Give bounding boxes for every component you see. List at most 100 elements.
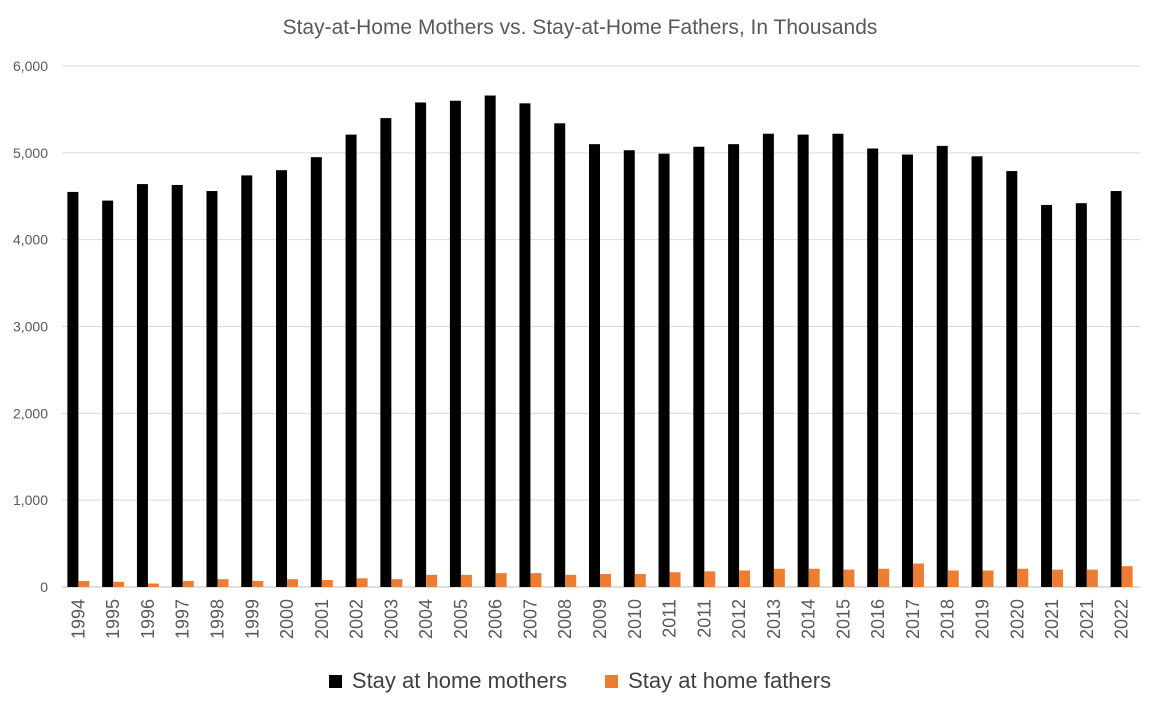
- bar-mothers: [658, 153, 670, 587]
- x-tick-label: 1999: [242, 599, 262, 639]
- bar-mothers: [415, 102, 427, 587]
- bar-mothers: [901, 154, 913, 587]
- bar-fathers: [252, 580, 264, 587]
- bar-fathers: [1121, 566, 1133, 587]
- bar-fathers: [460, 574, 472, 587]
- bar-mothers: [136, 184, 148, 588]
- bar-fathers: [704, 571, 716, 587]
- bar-fathers: [912, 563, 924, 587]
- bar-fathers: [182, 580, 194, 587]
- bar-fathers: [947, 570, 959, 587]
- bar-fathers: [321, 580, 333, 587]
- bar-fathers: [287, 579, 299, 587]
- bar-fathers: [808, 568, 820, 587]
- x-tick-label: 2002: [347, 599, 367, 639]
- bar-mothers: [67, 191, 79, 588]
- x-tick-label: 1996: [138, 599, 158, 639]
- bar-mothers: [380, 118, 392, 587]
- x-tick-label: 2021: [1077, 599, 1097, 639]
- x-tick-label: 2016: [868, 599, 888, 639]
- bar-fathers: [1052, 569, 1064, 587]
- legend-label: Stay at home mothers: [351, 668, 568, 693]
- x-tick-label: 1998: [207, 599, 227, 639]
- bar-mothers: [728, 144, 740, 587]
- bar-fathers: [1017, 568, 1029, 587]
- chart-title: Stay-at-Home Mothers vs. Stay-at-Home Fa…: [282, 16, 878, 39]
- legend-label: Stay at home fathers: [628, 668, 832, 693]
- bar-fathers: [78, 580, 90, 587]
- y-axis-tick-labels: 0 1,000 2,000 3,000 4,000 5,000 6,000: [13, 58, 48, 595]
- legend-swatch: [328, 674, 342, 688]
- bar-mothers: [241, 175, 253, 587]
- x-tick-label: 2020: [1007, 599, 1027, 639]
- bar-mothers: [762, 133, 774, 588]
- bar-fathers: [600, 573, 611, 587]
- bar-fathers: [495, 573, 507, 587]
- y-tick-label: 0: [40, 579, 48, 595]
- bar-mothers: [623, 150, 635, 587]
- x-tick-label: 2014: [799, 599, 819, 639]
- bar-fathers: [565, 574, 577, 587]
- bar-mothers: [554, 123, 566, 587]
- bar-fathers: [843, 569, 855, 587]
- x-tick-label: 1995: [103, 599, 123, 639]
- x-tick-label: 2011: [660, 599, 680, 638]
- bar-fathers: [739, 570, 751, 587]
- bar-fathers: [217, 579, 229, 587]
- y-tick-label: 1,000: [13, 492, 48, 508]
- bar-mothers: [1006, 171, 1018, 587]
- legend-item-mothers: Stay at home mothers: [328, 668, 568, 694]
- bar-mothers: [589, 144, 600, 587]
- y-tick-label: 4,000: [13, 232, 48, 248]
- x-tick-label: 2005: [451, 599, 471, 639]
- x-tick-label: 2001: [312, 599, 332, 639]
- bar-mothers: [936, 145, 948, 588]
- bars: [67, 95, 1133, 588]
- bar-fathers: [982, 570, 994, 587]
- x-tick-label: 2013: [764, 599, 784, 639]
- x-tick-label: 2018: [938, 599, 958, 639]
- x-tick-label: 2009: [590, 599, 610, 639]
- x-tick-label: 1994: [68, 599, 88, 639]
- y-tick-label: 6,000: [13, 58, 48, 74]
- bar-mothers: [832, 133, 844, 588]
- x-tick-label: 1997: [173, 599, 193, 639]
- x-tick-label: 2022: [1112, 599, 1132, 639]
- bar-fathers: [426, 574, 438, 587]
- bar-fathers: [669, 572, 681, 587]
- bar-mothers: [171, 184, 183, 587]
- x-tick-label: 2010: [625, 599, 645, 639]
- x-tick-label: 2007: [520, 599, 540, 639]
- x-axis-tick-labels: 1994 1995 1996 1997 1998 1999 2000 2001 2002 2003…: [68, 599, 1131, 639]
- bar-mothers: [797, 134, 809, 587]
- bar-mothers: [519, 103, 531, 588]
- x-tick-label: 2000: [277, 599, 297, 639]
- bar-fathers: [113, 581, 125, 587]
- bar-mothers: [449, 100, 461, 587]
- x-tick-label: 2008: [555, 599, 575, 639]
- x-tick-label: 2015: [833, 599, 853, 639]
- x-tick-label: 2021: [1042, 599, 1062, 639]
- y-tick-label: 3,000: [13, 319, 48, 335]
- bar-fathers: [1086, 569, 1098, 587]
- y-tick-label: 5,000: [13, 145, 48, 161]
- bar-mothers: [1041, 204, 1053, 587]
- x-tick-label: 2017: [903, 599, 923, 639]
- bar-mothers: [310, 157, 322, 588]
- bar-mothers: [867, 148, 879, 587]
- bar-mothers: [102, 200, 114, 587]
- bar-mothers: [484, 95, 496, 588]
- bar-mothers: [693, 146, 705, 587]
- bar-fathers: [634, 573, 646, 587]
- legend: Stay at home mothers Stay at home fathers: [0, 668, 1160, 694]
- bar-mothers: [971, 156, 983, 587]
- bar-fathers: [773, 568, 785, 587]
- legend-item-fathers: Stay at home fathers: [605, 668, 831, 694]
- bar-mothers: [1075, 203, 1087, 588]
- bar-fathers: [391, 579, 403, 587]
- y-tick-label: 2,000: [13, 405, 48, 421]
- x-tick-label: 2006: [486, 599, 506, 639]
- bar-fathers: [147, 583, 159, 587]
- bar-mothers: [345, 134, 357, 587]
- x-tick-label: 2004: [416, 599, 436, 639]
